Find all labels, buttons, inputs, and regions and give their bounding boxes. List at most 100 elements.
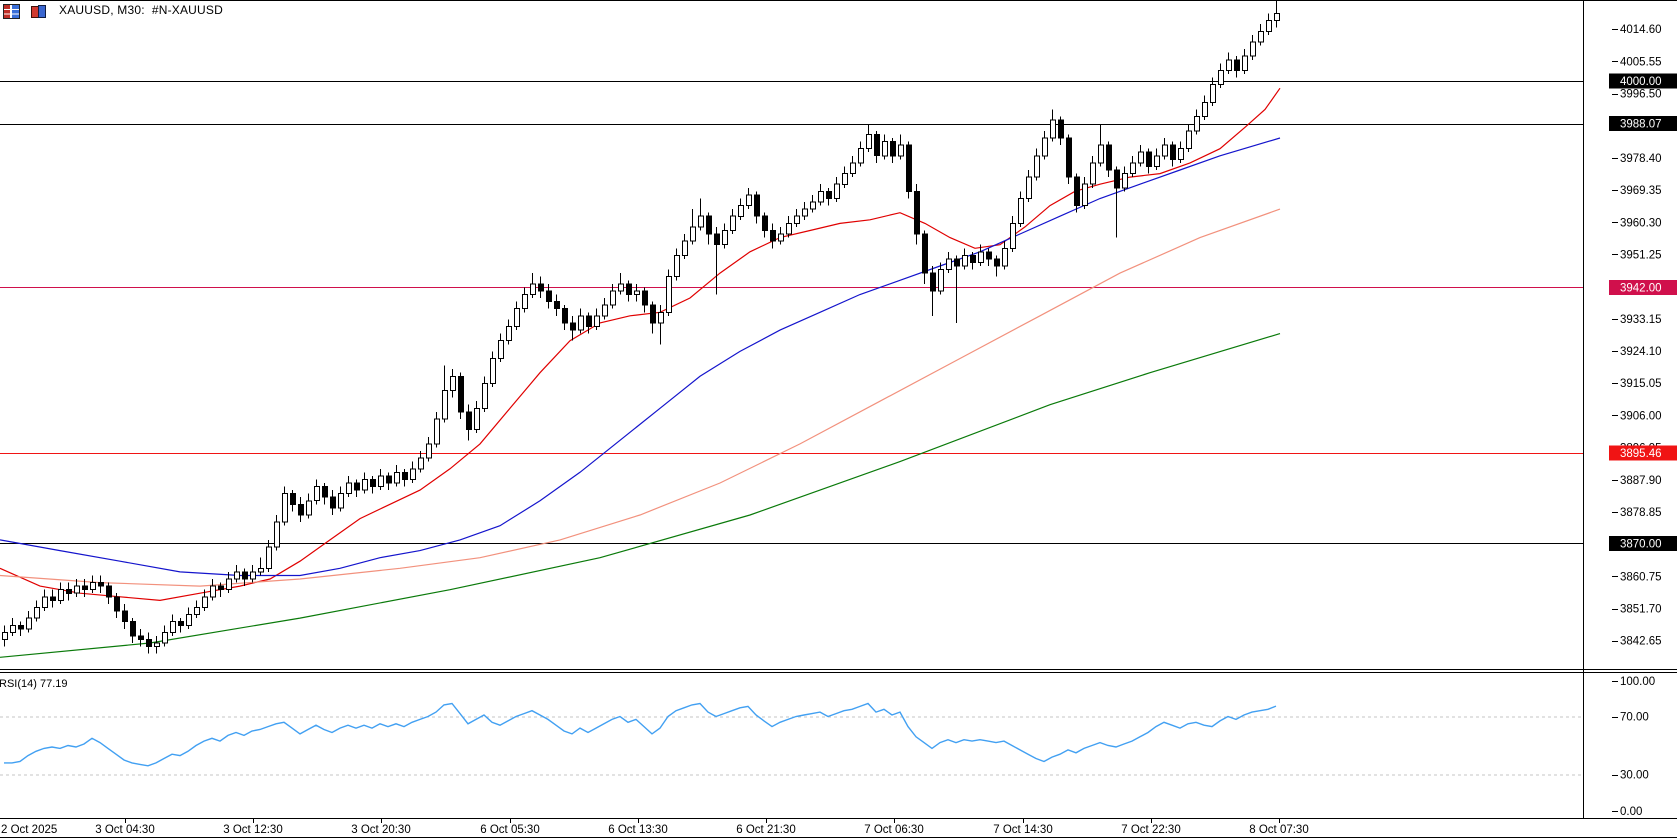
- candle: [906, 144, 912, 192]
- candle: [202, 596, 208, 608]
- candle: [42, 596, 48, 608]
- workspace-icon[interactable]: [3, 3, 20, 19]
- candle: [10, 624, 16, 633]
- candle: [194, 607, 200, 616]
- candle: [330, 496, 336, 509]
- candle: [482, 382, 488, 409]
- candle: [1250, 41, 1256, 57]
- time-tick-label: 2 Oct 2025: [1, 824, 57, 836]
- price-tick-label: 3906.00: [1620, 410, 1662, 422]
- candle: [490, 358, 496, 384]
- candle: [442, 390, 448, 420]
- time-tick-label: 7 Oct 14:30: [993, 824, 1052, 836]
- time-tick-label: 3 Oct 04:30: [95, 824, 154, 836]
- candle: [122, 610, 128, 623]
- candle: [1202, 101, 1208, 118]
- candle: [874, 133, 880, 157]
- symbol-title: XAUUSD, M30: #N-XAUUSD: [59, 3, 223, 17]
- price-badge-3895.46[interactable]: 3895.46: [1609, 445, 1677, 461]
- candle: [274, 521, 280, 548]
- candle: [50, 596, 56, 601]
- candle: [514, 308, 520, 328]
- candle: [458, 375, 464, 413]
- candle: [394, 471, 400, 484]
- time-scale[interactable]: 2 Oct 2025 3 Oct 04:30 3 Oct 12:30 3 Oct 20…: [0, 819, 1309, 836]
- candle: [1194, 116, 1200, 132]
- candle: [1138, 151, 1144, 164]
- candle: [18, 624, 24, 630]
- candle: [338, 493, 344, 509]
- candle: [890, 141, 896, 157]
- candle: [98, 582, 104, 587]
- candle: [1058, 119, 1064, 139]
- candle: [674, 254, 680, 278]
- candle: [634, 290, 640, 295]
- candle: [1186, 130, 1192, 150]
- candlestick-chart-icon[interactable]: [31, 4, 46, 18]
- candle: [258, 567, 264, 573]
- time-tick-label: 3 Oct 20:30: [351, 824, 410, 836]
- candle: [714, 233, 720, 246]
- candle: [522, 294, 528, 310]
- candle: [538, 283, 544, 292]
- candle: [1018, 198, 1024, 224]
- candle: [1130, 162, 1136, 175]
- candle: [346, 482, 352, 495]
- candle: [994, 258, 1000, 267]
- candle: [186, 614, 192, 626]
- candle: [434, 418, 440, 445]
- ma-slowest-green: [0, 333, 1281, 658]
- price-badge-3942.00[interactable]: 3942.00: [1609, 279, 1677, 295]
- rsi-tick-label: 0.00: [1620, 806, 1642, 818]
- candle: [106, 585, 112, 598]
- price-badge-3988.07[interactable]: 3988.07: [1609, 116, 1677, 131]
- candle: [986, 251, 992, 260]
- candle: [402, 471, 408, 480]
- ma-mid-blue: [0, 137, 1281, 577]
- candle: [914, 190, 920, 235]
- candle: [170, 621, 176, 633]
- price-tick-label: 3924.10: [1620, 346, 1662, 358]
- candle: [594, 315, 600, 327]
- candle: [2, 631, 8, 641]
- candle: [746, 194, 752, 207]
- candle: [922, 233, 928, 274]
- candles-layer: [2, 0, 1280, 654]
- price-tick-label: 3878.85: [1620, 507, 1662, 519]
- price-badge-4000.00[interactable]: 4000.00: [1609, 73, 1677, 89]
- candle: [858, 148, 864, 164]
- candle: [1002, 247, 1008, 267]
- candle: [930, 272, 936, 292]
- candle: [290, 493, 296, 505]
- price-tick-label: 3969.35: [1620, 185, 1662, 197]
- candle: [642, 290, 648, 306]
- candle: [210, 585, 216, 598]
- candle: [970, 254, 976, 263]
- candle: [474, 407, 480, 431]
- candle: [682, 240, 688, 256]
- candle: [66, 589, 72, 594]
- candle: [1274, 13, 1280, 22]
- price-tick-label: 3978.40: [1620, 153, 1662, 165]
- candle: [946, 258, 952, 271]
- rsi-indicator-label: RSI(14) 77.19: [0, 678, 68, 690]
- candle: [658, 311, 664, 324]
- candle: [234, 571, 240, 580]
- candle: [938, 269, 944, 292]
- price-badge-3870.00[interactable]: 3870.00: [1609, 536, 1677, 551]
- candle: [1218, 69, 1224, 86]
- candle: [162, 631, 168, 644]
- price-tick-label: 3996.50: [1620, 89, 1662, 101]
- candle: [1266, 20, 1272, 32]
- time-tick-label: 8 Oct 07:30: [1249, 824, 1308, 836]
- candle: [618, 283, 624, 292]
- candle: [610, 290, 616, 306]
- candle: [834, 183, 840, 199]
- price-tick-label: 3860.75: [1620, 571, 1662, 583]
- candle: [74, 585, 80, 594]
- candle: [1154, 155, 1160, 168]
- price-badge-text: 3942.00: [1620, 282, 1662, 294]
- rsi-scale[interactable]: 100.00 70.00 30.00 0.00: [1612, 676, 1655, 818]
